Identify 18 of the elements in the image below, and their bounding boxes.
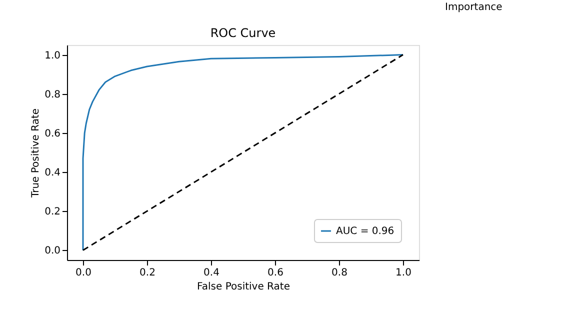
x-axis-title: False Positive Rate (197, 282, 290, 292)
y-tick-label: 0.2 (44, 206, 60, 218)
x-tick-label: 0.6 (268, 268, 284, 278)
x-tick-label: 0.4 (204, 268, 220, 278)
y-axis-title: True Positive Rate (30, 108, 42, 199)
y-tick-label: 1.0 (44, 50, 60, 62)
x-tick-label: 0.0 (76, 268, 92, 278)
text: Importance (445, 2, 502, 13)
y-tick-label: 0.0 (44, 246, 60, 257)
legend-label: AUC = 0.96 (336, 226, 394, 237)
y-tick-label: 0.4 (44, 168, 60, 179)
x-tick-label: 0.2 (140, 268, 156, 278)
y-tick-label: 0.8 (44, 89, 60, 100)
line-series (82, 54, 404, 251)
x-tick-label: 1.0 (396, 268, 412, 278)
x-tick-label: 0.8 (332, 268, 348, 278)
chart-title: ROC Curve (210, 26, 276, 40)
y-tick-label: 0.6 (44, 128, 60, 140)
